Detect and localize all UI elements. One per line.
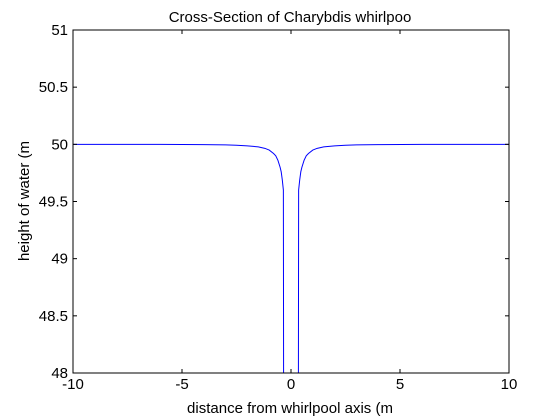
y-tick-label: 50 <box>51 136 68 153</box>
x-tick-label: -5 <box>175 376 188 393</box>
y-tick-label: 49.5 <box>39 194 68 211</box>
tick-layer: -10 -5 0 5 10 48 48.5 49 49.5 50 50.5 51 <box>39 22 518 393</box>
y-tick-label: 48.5 <box>39 308 68 325</box>
series-layer <box>73 143 509 373</box>
plot-area: -10 -5 0 5 10 48 48.5 49 49.5 50 50.5 51 <box>39 22 518 393</box>
axes-background <box>73 30 509 373</box>
y-tick-label: 48 <box>51 365 68 382</box>
x-tick-label: -10 <box>62 376 84 393</box>
x-tick-label: 0 <box>287 376 295 393</box>
x-axis-label: distance from whirlpool axis (m <box>187 400 393 417</box>
y-axis-label: height of water (m <box>16 141 33 261</box>
x-tick-label: 10 <box>501 376 518 393</box>
chart-title: Cross-Section of Charybdis whirlpoo <box>169 9 412 26</box>
y-tick-label: 51 <box>51 22 68 39</box>
series-line <box>73 143 509 373</box>
y-tick-label: 50.5 <box>39 79 68 96</box>
x-tick-label: 5 <box>396 376 404 393</box>
y-tick-label: 49 <box>51 251 68 268</box>
